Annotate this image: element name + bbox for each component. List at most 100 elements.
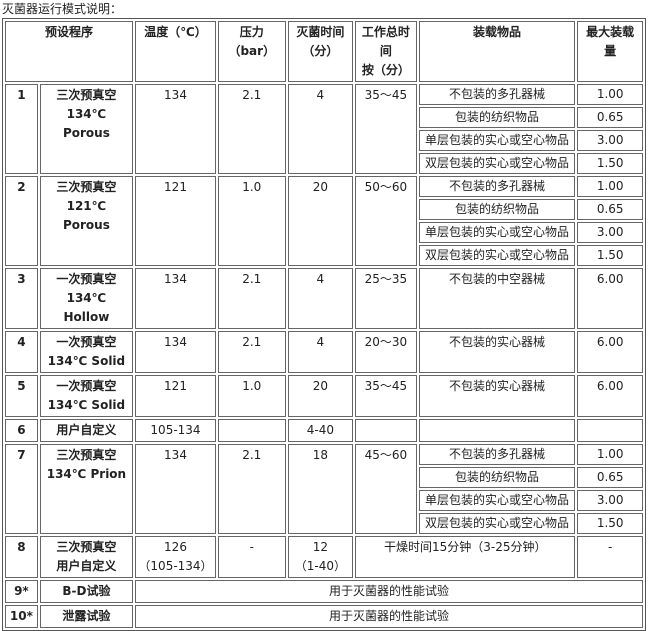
header-sterilize-time-line: 灭菌时间	[296, 25, 345, 39]
max-load-cell: 3.00	[577, 222, 643, 243]
pressure-cell: 2.1	[217, 84, 286, 174]
program-name: 泄露试验	[39, 605, 134, 628]
total-time-cell: 20～30	[355, 331, 417, 373]
sterilize-time-cell: 4	[287, 331, 354, 373]
load-item-cell: 双层包装的实心或空心物品	[418, 153, 576, 174]
sterilize-time-cell: 4-40	[287, 419, 354, 442]
sterilize-time-cell: 12 （1-40）	[287, 536, 354, 578]
program-name: 三次预真空用户自定义	[39, 536, 134, 578]
pressure-line: 2.1	[242, 448, 262, 462]
program-name-line: 三次预真空	[56, 180, 117, 194]
total-time-cell: 45～60	[355, 444, 417, 534]
pressure-line: 2.1	[242, 272, 262, 286]
program-name-line: 用户自定义	[56, 423, 117, 437]
max-load-cell: 1.00	[577, 176, 643, 197]
load-item-cell: 单层包装的实心或空心物品	[418, 130, 576, 151]
program-name-line: 一次预真空	[56, 379, 117, 393]
program-name-line: 134℃ Prion	[46, 467, 127, 481]
table-subrow: 双层包装的实心或空心物品 1.50	[5, 245, 643, 266]
total-time-cell: 25～35	[355, 268, 417, 329]
temperature-line: 134	[164, 335, 187, 349]
max-load-cell: 0.65	[577, 467, 643, 488]
header-temperature: 温度（℃）	[135, 21, 216, 82]
sterilize-time-cell: 4	[287, 84, 354, 174]
sterilize-time-line: 20	[312, 180, 328, 194]
sterilize-time-line: 4-40	[306, 423, 334, 437]
load-item-cell: 单层包装的实心或空心物品	[418, 222, 576, 243]
load-item-cell: 不包装的实心器械	[418, 375, 576, 417]
sterilize-time-line: 18	[312, 448, 328, 462]
program-number: 2	[5, 176, 38, 266]
pressure-line: 2.1	[242, 335, 262, 349]
sterilize-time-line: （1-40）	[294, 559, 346, 573]
program-number: 9*	[5, 580, 38, 603]
program-name-line: 134℃ Solid	[47, 398, 126, 412]
temperature-cell: 121	[135, 375, 216, 417]
max-load-cell: 1.50	[577, 245, 643, 266]
temperature-line: 121	[164, 379, 187, 393]
program-name-line: 用户自定义	[56, 559, 117, 573]
sterilize-time-line: 4	[316, 335, 325, 349]
max-load-cell	[577, 419, 643, 442]
program-name: 一次预真空 134℃ Hollow	[39, 268, 134, 329]
header-pressure-line: 压力	[239, 25, 264, 39]
program-number: 1	[5, 84, 38, 174]
load-item-cell: 包装的纺织物品	[418, 199, 576, 220]
program-number: 7	[5, 444, 38, 534]
table-row: 10* 泄露试验 用于灭菌器的性能试验	[5, 605, 643, 628]
max-load-cell: 6.00	[577, 375, 643, 417]
max-load-cell: 6.00	[577, 268, 643, 329]
program-number: 6	[5, 419, 38, 442]
program-number: 3	[5, 268, 38, 329]
table-subrow: 单层包装的实心或空心物品 3.00	[5, 222, 643, 243]
load-item-cell: 包装的纺织物品	[418, 107, 576, 128]
header-sterilize-time-unit: （分）	[302, 44, 339, 58]
pressure-line: -	[249, 540, 254, 554]
program-name-line: 134℃ Solid	[47, 354, 126, 368]
sterilize-time-cell: 4	[287, 268, 354, 329]
program-name: 三次预真空 121℃ Porous	[39, 176, 134, 266]
total-time-cell: 35～45	[355, 375, 417, 417]
table-subrow: 包装的纺织物品 0.65	[5, 199, 643, 220]
program-number: 10*	[5, 605, 38, 628]
temperature-cell: 134	[135, 268, 216, 329]
table-row: 4 一次预真空 134℃ Solid 134 2.1 4 20～30 不包装的实心器械 6.00	[5, 331, 643, 373]
program-name-line: 121℃ Porous	[62, 199, 110, 232]
table-row: 8 三次预真空 用户自定义 126 （105-134） -12 （1-40） 干燥时间15分钟…	[5, 536, 643, 578]
program-name-line: 三次预真空	[56, 540, 117, 554]
temperature-cell: 134	[135, 84, 216, 174]
header-max-load: 最大装载量	[577, 21, 643, 82]
program-name-line: 134℃ Hollow	[63, 291, 110, 324]
table-subrow: 双层包装的实心或空心物品 1.50	[5, 513, 643, 534]
table-subrow: 包装的纺织物品 0.65	[5, 467, 643, 488]
load-item-cell: 双层包装的实心或空心物品	[418, 513, 576, 534]
table-row: 6 用户自定义 105-134 4-40	[5, 419, 643, 442]
program-name: B-D试验	[39, 580, 134, 603]
max-load-cell: -	[577, 536, 643, 578]
program-name: 三次预真空 134℃ Prion	[39, 444, 134, 534]
load-item-cell: 单层包装的实心或空心物品	[418, 490, 576, 511]
header-row: 预设程序 温度（℃） 压力 （bar） 灭菌时间 （分） 工作总时间 按（分） 装载物…	[5, 21, 643, 82]
table-row: 5 一次预真空 134℃ Solid 121 1.0 20 35～45 不包装的实心器械 6.0…	[5, 375, 643, 417]
pressure-cell: 2.1	[217, 268, 286, 329]
temperature-line: 105-134	[150, 423, 201, 437]
program-name-line: 三次预真空	[56, 88, 117, 102]
max-load-cell: 3.00	[577, 130, 643, 151]
pressure-cell	[217, 419, 286, 442]
sterilize-time-cell: 18	[287, 444, 354, 534]
sterilize-time-line: 20	[312, 379, 328, 393]
table-row: 7 三次预真空 134℃ Prion 134 2.1 18 45～60 不包装的多孔器械 1.0…	[5, 444, 643, 534]
max-load-cell: 0.65	[577, 107, 643, 128]
pressure-line: 2.1	[242, 88, 262, 102]
table-row: 2 三次预真空 121℃ Porous 121 1.0 20 50～60 不包装的多孔器械 1.…	[5, 176, 643, 266]
sterilize-time-line: 12	[312, 540, 328, 554]
temperature-line: （105-134）	[138, 559, 213, 573]
table-subrow: 单层包装的实心或空心物品 3.00	[5, 490, 643, 511]
pressure-line: 1.0	[242, 379, 262, 393]
program-name-line: 一次预真空	[56, 272, 117, 286]
pressure-line: 1.0	[242, 180, 262, 194]
program-name: 用户自定义	[39, 419, 134, 442]
header-total-time-line: 工作总时间	[361, 25, 410, 58]
sterilize-time-cell: 20	[287, 375, 354, 417]
pressure-cell: 1.0	[217, 375, 286, 417]
